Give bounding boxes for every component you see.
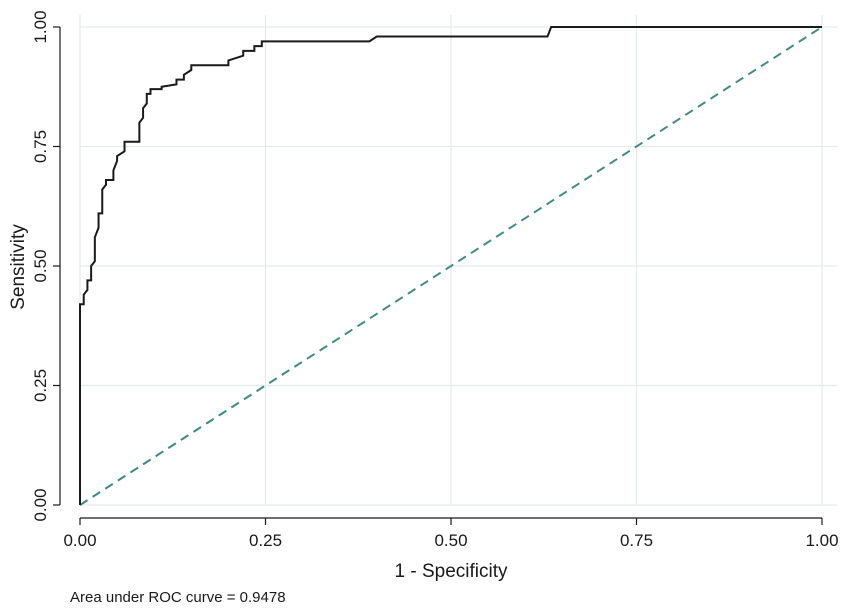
y-tick-label: 0.00: [31, 488, 50, 521]
y-tick-label: 1.00: [31, 10, 50, 43]
series-layer: [79, 26, 823, 506]
y-tick-label: 0.75: [31, 130, 50, 163]
x-axis-label: 1 - Specificity: [395, 561, 508, 582]
y-tick-label: 0.50: [31, 249, 50, 282]
y-axis-label: Sensitivity: [8, 224, 29, 310]
tick-labels: 0.00 0.25 0.50 0.75 1.00 0.00 0.25 0.50 0.75 1.00: [31, 10, 839, 550]
x-tick-label: 0.00: [63, 531, 96, 550]
auc-annotation: Area under ROC curve = 0.9478: [70, 589, 286, 606]
reference-line: [79, 26, 823, 506]
x-tick-label: 0.25: [249, 531, 282, 550]
axes: [53, 26, 823, 525]
y-tick-label: 0.25: [31, 369, 50, 402]
x-tick-label: 0.50: [434, 531, 467, 550]
roc-curve: [79, 26, 822, 505]
x-tick-label: 1.00: [805, 531, 838, 550]
x-tick-label: 0.75: [620, 531, 653, 550]
